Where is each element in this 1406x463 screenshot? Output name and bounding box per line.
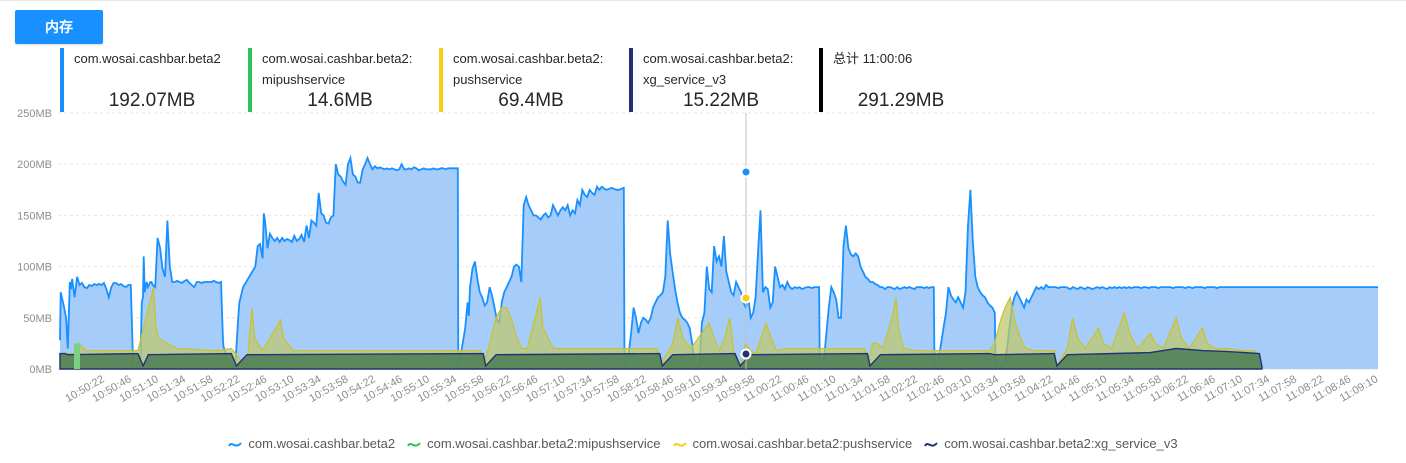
legend-line-icon: [228, 442, 243, 447]
legend-line-icon: [407, 442, 421, 447]
memory-button[interactable]: 内存: [15, 10, 103, 44]
series-area-xg-service: [59, 347, 1263, 370]
tooltip-series-value: 14.6MB: [307, 90, 373, 111]
tooltip-series-name: 总计 11:00:06: [833, 51, 913, 66]
legend-item[interactable]: com.wosai.cashbar.beta2:mipushservice: [407, 436, 661, 451]
crosshair-marker: [740, 292, 752, 304]
legend-line-icon: [672, 442, 687, 447]
chart-legend: com.wosai.cashbar.beta2 com.wosai.cashbar…: [0, 436, 1406, 451]
crosshair-marker: [740, 166, 752, 178]
tooltip-series-value: 192.07MB: [108, 90, 196, 111]
tooltip-card: 总计 11:00:06 291.29MB: [819, 48, 979, 112]
tooltip-series-name: com.wosai.cashbar.beta2: pushservice: [453, 51, 604, 87]
tooltip-card: com.wosai.cashbar.beta2: xg_service_v3 15…: [629, 48, 809, 112]
y-tick-label: 100MB: [17, 262, 52, 274]
legend-item[interactable]: com.wosai.cashbar.beta2:pushservice: [672, 436, 913, 451]
crosshair-marker: [740, 348, 752, 360]
y-tick-label: 50MB: [23, 313, 52, 325]
legend-item[interactable]: com.wosai.cashbar.beta2:xg_service_v3: [924, 436, 1178, 451]
top-divider: [0, 0, 1406, 1]
tooltip-series-name: com.wosai.cashbar.beta2: xg_service_v3: [643, 51, 794, 87]
tooltip-series-value: 291.29MB: [857, 90, 945, 111]
legend-label: com.wosai.cashbar.beta2:pushservice: [692, 436, 913, 451]
legend-item[interactable]: com.wosai.cashbar.beta2: [228, 436, 395, 451]
legend-line-icon: [924, 442, 938, 447]
y-tick-label: 0MB: [29, 364, 52, 376]
series-area-beta2: [60, 158, 1378, 369]
tooltip-card: com.wosai.cashbar.beta2: mipushservice 14…: [248, 48, 428, 112]
tooltip-series-value: 15.22MB: [682, 90, 760, 111]
tooltip-series-value: 69.4MB: [498, 90, 564, 111]
tooltip-card: com.wosai.cashbar.beta2: pushservice 69.4…: [439, 48, 619, 112]
legend-label: com.wosai.cashbar.beta2:mipushservice: [427, 436, 661, 451]
y-tick-label: 250MB: [17, 108, 52, 120]
tooltip-series-name: com.wosai.cashbar.beta2: [74, 51, 221, 66]
series-area-mipush: [74, 343, 80, 369]
tooltip-series-name: com.wosai.cashbar.beta2: mipushservice: [262, 51, 413, 87]
y-tick-label: 200MB: [17, 159, 52, 171]
y-tick-label: 150MB: [17, 210, 52, 222]
legend-label: com.wosai.cashbar.beta2:xg_service_v3: [944, 436, 1178, 451]
tooltip-card: com.wosai.cashbar.beta2 192.07MB: [60, 48, 240, 112]
legend-label: com.wosai.cashbar.beta2: [248, 436, 396, 451]
series-line-beta2: [59, 154, 1378, 371]
